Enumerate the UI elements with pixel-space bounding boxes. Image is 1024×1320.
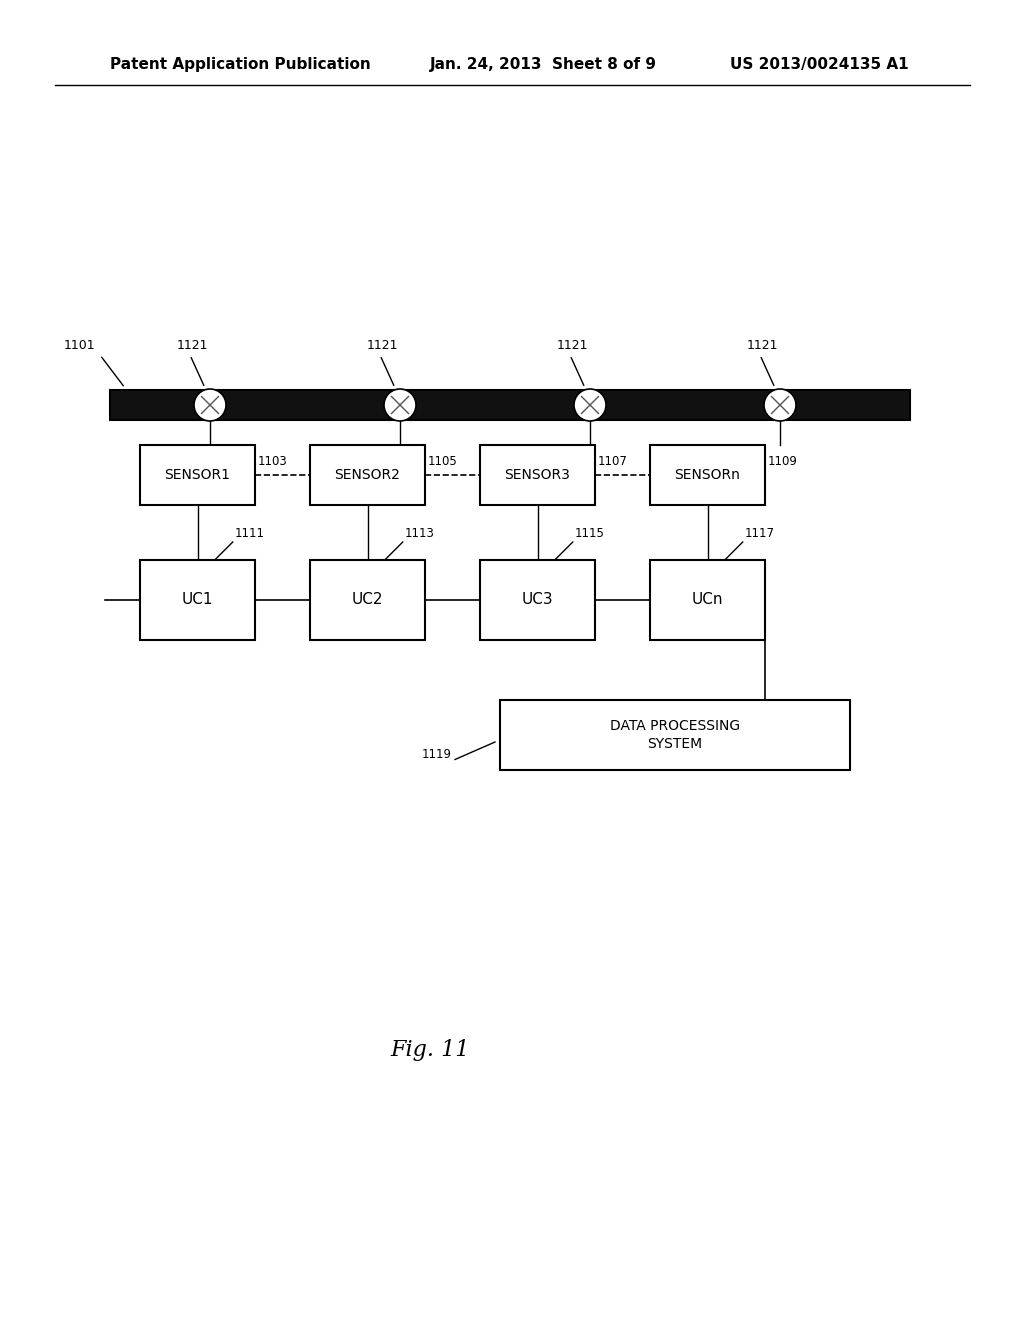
Bar xyxy=(500,700,850,770)
Bar xyxy=(650,560,765,640)
Text: UC1: UC1 xyxy=(181,593,213,607)
Bar xyxy=(310,560,425,640)
Text: 1121: 1121 xyxy=(367,339,397,352)
Text: 1121: 1121 xyxy=(176,339,208,352)
Bar xyxy=(480,560,595,640)
Text: 1119: 1119 xyxy=(422,748,452,762)
Text: SENSOR1: SENSOR1 xyxy=(165,469,230,482)
Text: SENSOR3: SENSOR3 xyxy=(505,469,570,482)
Text: DATA PROCESSING
SYSTEM: DATA PROCESSING SYSTEM xyxy=(610,719,740,751)
Text: 1109: 1109 xyxy=(768,455,798,469)
Text: Patent Application Publication: Patent Application Publication xyxy=(110,58,371,73)
Circle shape xyxy=(384,389,416,421)
Text: 1103: 1103 xyxy=(258,455,288,469)
Text: SENSORn: SENSORn xyxy=(675,469,740,482)
Text: US 2013/0024135 A1: US 2013/0024135 A1 xyxy=(730,58,908,73)
Text: UC2: UC2 xyxy=(352,593,383,607)
Text: 1105: 1105 xyxy=(428,455,458,469)
Text: 1113: 1113 xyxy=(404,527,434,540)
Bar xyxy=(110,389,910,420)
Circle shape xyxy=(574,389,606,421)
Text: Fig. 11: Fig. 11 xyxy=(390,1039,470,1061)
Bar xyxy=(140,560,255,640)
Text: 1115: 1115 xyxy=(574,527,604,540)
Text: 1111: 1111 xyxy=(234,527,265,540)
Text: Jan. 24, 2013  Sheet 8 of 9: Jan. 24, 2013 Sheet 8 of 9 xyxy=(430,58,657,73)
Bar xyxy=(310,445,425,506)
Text: 1107: 1107 xyxy=(598,455,628,469)
Text: 1121: 1121 xyxy=(746,339,778,352)
Bar xyxy=(650,445,765,506)
Text: UC3: UC3 xyxy=(521,593,553,607)
Bar xyxy=(140,445,255,506)
Text: UCn: UCn xyxy=(692,593,723,607)
Text: SENSOR2: SENSOR2 xyxy=(335,469,400,482)
Circle shape xyxy=(194,389,226,421)
Text: 1121: 1121 xyxy=(556,339,588,352)
Text: 1101: 1101 xyxy=(63,339,95,352)
Circle shape xyxy=(764,389,796,421)
Text: 1117: 1117 xyxy=(744,527,775,540)
Bar xyxy=(480,445,595,506)
